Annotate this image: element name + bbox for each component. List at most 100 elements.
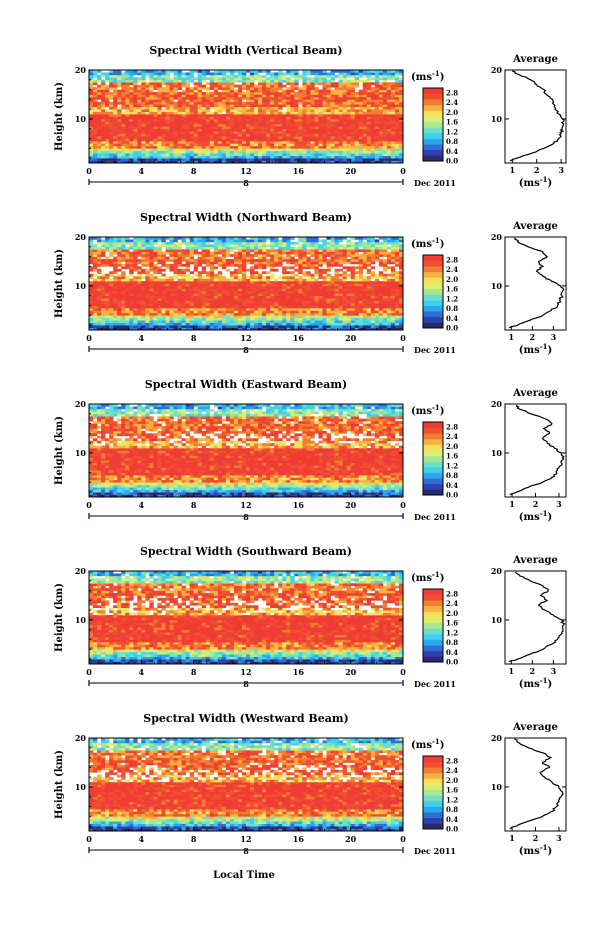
heatmap-cell	[254, 77, 259, 81]
heatmap-cell	[338, 104, 343, 108]
heatmap-cell	[185, 266, 190, 270]
heatmap-cell	[290, 84, 295, 88]
heatmap-cell	[149, 268, 154, 272]
heatmap-cell	[366, 70, 372, 73]
heatmap-cell	[342, 325, 347, 328]
heatmap-cell	[322, 261, 327, 265]
heatmap-cell	[213, 87, 219, 90]
heatmap-cell	[113, 143, 118, 147]
heatmap-cell	[362, 298, 368, 301]
heatmap-cell	[322, 118, 327, 122]
heatmap-cell	[201, 77, 207, 81]
heatmap-cell	[362, 327, 368, 331]
heatmap-cell	[374, 312, 380, 316]
heatmap-cell	[205, 94, 211, 98]
heatmap-cell	[298, 148, 303, 152]
heatmap-cell	[101, 317, 106, 321]
heatmap-cell	[177, 283, 182, 287]
heatmap-cell	[137, 87, 142, 90]
heatmap-cell	[258, 133, 263, 137]
heatmap-cell	[314, 158, 319, 161]
heatmap-cell	[89, 123, 94, 127]
heatmap-cell	[141, 114, 146, 117]
heatmap-cell	[290, 116, 295, 120]
heatmap-cell	[334, 148, 339, 152]
heatmap-cell	[310, 89, 315, 93]
heatmap-cell	[318, 140, 323, 144]
heatmap-cell	[266, 263, 271, 267]
heatmap-cell	[225, 126, 231, 130]
heatmap-cell	[185, 259, 190, 262]
heatmap-cell	[346, 101, 351, 105]
heatmap-cell	[290, 101, 295, 105]
heatmap-cell	[286, 293, 291, 297]
heatmap-cell	[358, 317, 364, 321]
heatmap-cell	[165, 109, 170, 112]
heatmap-cell	[346, 99, 351, 103]
heatmap-cell	[394, 87, 400, 90]
heatmap-cell	[145, 106, 150, 110]
heatmap-cell	[185, 138, 190, 142]
heatmap-cell	[282, 290, 287, 294]
heatmap-cell	[298, 293, 303, 297]
heatmap-cell	[149, 295, 154, 299]
heatmap-cell	[165, 303, 170, 306]
heatmap-cell	[117, 116, 122, 120]
heatmap-cell	[282, 104, 287, 108]
heatmap-cell	[330, 307, 335, 311]
heatmap-cell	[209, 266, 215, 270]
heatmap-cell	[225, 281, 231, 284]
heatmap-cell	[165, 315, 170, 319]
heatmap-cell	[225, 290, 231, 294]
heatmap-cell	[310, 305, 315, 309]
heatmap-cell	[213, 150, 219, 154]
heatmap-cell	[374, 285, 380, 289]
heatmap-cell	[314, 92, 319, 95]
heatmap-cell	[133, 131, 138, 134]
heatmap-cell	[382, 140, 388, 144]
heatmap-cell	[105, 116, 110, 120]
heatmap-cell	[89, 106, 94, 110]
heatmap-cell	[286, 138, 291, 142]
heatmap-cell	[298, 327, 303, 331]
heatmap-cell	[109, 148, 114, 152]
heatmap-cell	[314, 72, 319, 76]
colorbar-swatch	[423, 155, 443, 162]
heatmap-cell	[201, 317, 207, 321]
heatmap-cell	[378, 84, 384, 88]
heatmap-cell	[109, 77, 114, 81]
heatmap-cell	[350, 285, 355, 289]
heatmap-cell	[105, 114, 110, 117]
heatmap-cell	[382, 298, 388, 301]
heatmap-cell	[282, 121, 287, 125]
heatmap-cell	[334, 278, 339, 282]
heatmap-cell	[189, 290, 194, 294]
heatmap-cell	[169, 101, 174, 105]
heatmap-cell	[306, 145, 311, 149]
heatmap-cell	[225, 155, 231, 159]
heatmap-cell	[398, 99, 404, 103]
heatmap-cell	[354, 310, 360, 314]
heatmap-cell	[390, 138, 396, 142]
heatmap-cell	[173, 290, 178, 294]
heatmap-cell	[274, 281, 279, 284]
heatmap-cell	[201, 281, 207, 284]
heatmap-cell	[237, 261, 243, 265]
heatmap-cell	[153, 140, 158, 144]
heatmap-cell	[137, 290, 142, 294]
heatmap-cell	[358, 111, 364, 115]
heatmap-cell	[161, 109, 166, 112]
heatmap-cell	[117, 114, 122, 117]
heatmap-cell	[125, 158, 130, 161]
heatmap-cell	[374, 281, 380, 284]
heatmap-cell	[306, 290, 311, 294]
heatmap-cell	[157, 305, 162, 309]
heatmap-cell	[97, 138, 102, 142]
heatmap-cell	[398, 89, 404, 93]
heatmap-cell	[201, 160, 207, 164]
heatmap-cell	[105, 312, 110, 316]
heatmap-cell	[378, 148, 384, 152]
heatmap-cell	[350, 118, 355, 122]
heatmap-cell	[362, 126, 368, 130]
heatmap-cell	[366, 92, 372, 95]
